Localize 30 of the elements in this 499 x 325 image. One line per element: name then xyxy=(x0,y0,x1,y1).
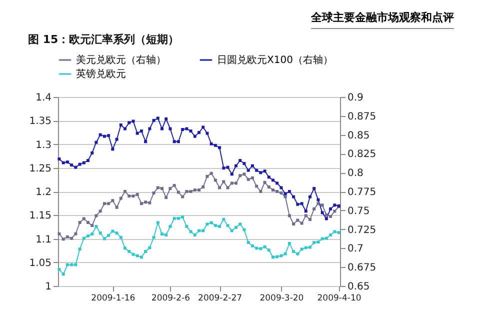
legend-label: 英镑兑欧元 xyxy=(76,68,126,80)
y2-tick-label: 0.725 xyxy=(348,224,376,236)
y-tick-label: 1.3 xyxy=(36,140,52,151)
x-tick-label: 2009-2-27 xyxy=(198,294,242,304)
y-tick-label: 1.1 xyxy=(36,234,52,246)
legend-label: 美元兑欧元（右轴） xyxy=(76,54,166,66)
chart-title: 图 15：欧元汇率系列（短期） xyxy=(28,33,180,46)
y-tick-label: 1.15 xyxy=(29,210,52,222)
y-tick-label: 1.2 xyxy=(36,187,52,198)
text: 全球主要金融市场观察和点评 xyxy=(311,10,454,25)
y2-tick-label: 0.825 xyxy=(348,149,376,160)
y2-tick-label: 0.85 xyxy=(348,130,370,142)
y2-tick-label: 0.875 xyxy=(348,111,376,122)
y2-tick-label: 0.8 xyxy=(348,168,364,180)
y2-tick-label: 0.775 xyxy=(348,187,376,198)
y-tick-label: 1.25 xyxy=(29,163,52,174)
y2-tick-label: 0.75 xyxy=(348,206,370,217)
y-tick-label: 1.05 xyxy=(29,258,52,269)
x-tick-label: 2009-3-20 xyxy=(260,294,304,304)
legend-label: 日圆兑欧元X100（右轴） xyxy=(217,54,333,66)
x-tick-label: 2009-2-6 xyxy=(151,294,190,304)
x-tick-label: 2009-4-10 xyxy=(317,294,362,304)
y-tick-label: 1.4 xyxy=(36,92,52,104)
y-tick-label: 1 xyxy=(45,282,52,292)
y-tick-label: 1.35 xyxy=(29,116,52,128)
y2-tick-label: 0.675 xyxy=(348,262,376,274)
x-tick-label: 2009-1-16 xyxy=(91,294,136,304)
y2-tick-label: 0.9 xyxy=(348,92,364,104)
y2-tick-label: 0.7 xyxy=(348,244,364,255)
y2-tick-label: 0.65 xyxy=(348,282,370,292)
